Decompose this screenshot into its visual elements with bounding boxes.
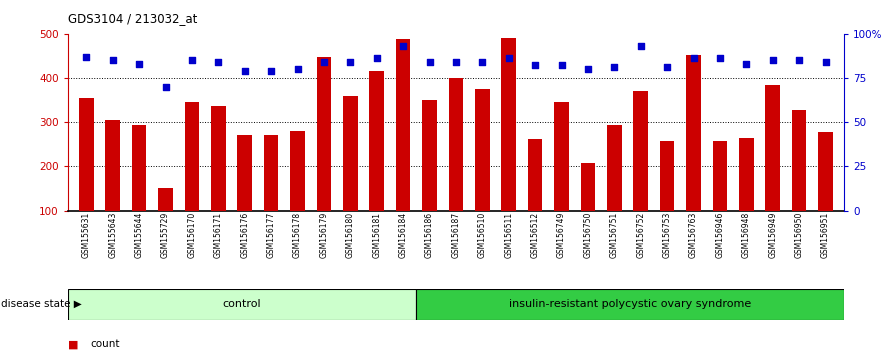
Bar	[422, 100, 437, 255]
Point	[79, 54, 93, 59]
Point	[317, 59, 331, 65]
Bar	[633, 91, 648, 255]
Bar	[263, 135, 278, 255]
Bar	[818, 132, 833, 255]
Bar	[528, 138, 543, 255]
Text: count: count	[91, 339, 120, 349]
Bar	[501, 38, 516, 255]
Point	[686, 56, 700, 61]
Bar	[159, 188, 173, 255]
Bar	[766, 85, 780, 255]
Bar	[343, 97, 358, 255]
Point	[818, 59, 833, 65]
Point	[448, 59, 463, 65]
Point	[211, 59, 226, 65]
Bar	[660, 141, 674, 255]
Bar	[79, 98, 93, 255]
Bar	[132, 125, 146, 255]
Bar	[475, 89, 490, 255]
Bar	[238, 135, 252, 255]
Bar	[106, 120, 120, 255]
Text: ■: ■	[68, 339, 78, 349]
Point	[633, 43, 648, 49]
Bar	[316, 57, 331, 255]
Bar	[290, 131, 305, 255]
Bar	[686, 55, 700, 255]
Point	[132, 61, 146, 67]
Bar	[416, 289, 844, 320]
Point	[739, 61, 753, 67]
Text: insulin-resistant polycystic ovary syndrome: insulin-resistant polycystic ovary syndr…	[508, 299, 751, 309]
Point	[106, 57, 120, 63]
Bar	[68, 289, 416, 320]
Text: control: control	[223, 299, 261, 309]
Point	[475, 59, 489, 65]
Bar	[607, 125, 622, 255]
Point	[554, 63, 568, 68]
Point	[185, 57, 199, 63]
Point	[344, 59, 358, 65]
Bar	[396, 39, 411, 255]
Bar	[211, 106, 226, 255]
Point	[159, 84, 173, 90]
Point	[792, 57, 806, 63]
Point	[291, 66, 305, 72]
Bar	[792, 110, 806, 255]
Bar	[713, 141, 727, 255]
Bar	[448, 78, 463, 255]
Point	[370, 56, 384, 61]
Point	[766, 57, 780, 63]
Text: GDS3104 / 213032_at: GDS3104 / 213032_at	[68, 12, 197, 25]
Point	[528, 63, 542, 68]
Bar	[739, 138, 753, 255]
Bar	[581, 163, 596, 255]
Text: disease state ▶: disease state ▶	[1, 299, 82, 309]
Point	[396, 43, 411, 49]
Point	[607, 64, 621, 70]
Point	[238, 68, 252, 74]
Point	[581, 66, 595, 72]
Bar	[369, 71, 384, 255]
Point	[423, 59, 437, 65]
Point	[713, 56, 727, 61]
Bar	[185, 102, 199, 255]
Bar	[554, 102, 569, 255]
Point	[660, 64, 674, 70]
Point	[264, 68, 278, 74]
Point	[501, 56, 515, 61]
